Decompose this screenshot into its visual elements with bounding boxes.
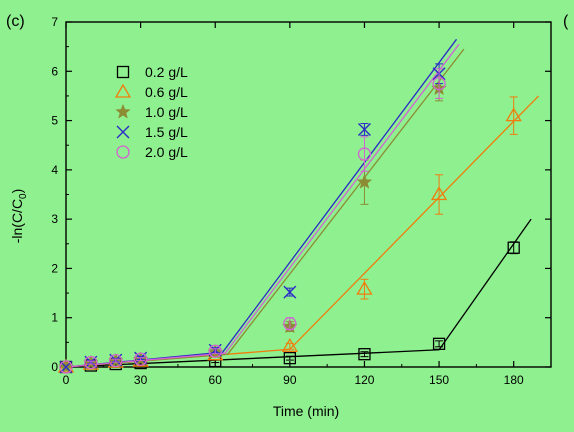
data-point [283,316,297,331]
data-point [356,173,373,189]
y-axis-label: -ln(C/C0) [9,189,29,244]
legend-marker [114,83,132,98]
x-axis-label: Time (min) [273,403,339,419]
legend-marker [115,103,131,119]
legend: 0.2 g/L 0.6 g/L 1.0 g/L 1.5 g/L 2.0 g/L [114,64,188,160]
data-point [59,360,73,374]
data-point [208,344,222,358]
data-point [507,241,520,254]
legend-marker [116,125,130,139]
legend-marker [116,65,130,79]
data-point [133,352,148,366]
legend-label: 0.2 g/L [145,64,188,80]
panel-label: (c) [6,13,25,30]
data-point [505,107,522,122]
legend-marker [116,145,130,159]
y-tick-label: 0 [51,360,58,374]
fit-line [66,43,460,367]
y-tick-label: 3 [51,212,58,226]
y-tick-label: 2 [51,261,58,275]
data-point [283,351,296,365]
data-point [109,353,123,368]
data-point [84,355,98,370]
data-point [357,122,371,136]
x-tick-label: 90 [283,373,297,387]
fit-line [66,218,532,367]
legend-label: 1.5 g/L [145,124,188,140]
x-tick-label: 120 [354,373,374,387]
legend-label: 1.0 g/L [145,104,188,120]
y-axis-label-subscript: 0 [18,193,29,199]
x-tick-label: 60 [209,373,223,387]
x-tick-label: 0 [63,373,70,387]
data-point [281,338,298,352]
x-tick-label: 150 [429,373,449,387]
fit-line [66,95,540,367]
data-point [358,348,371,361]
y-tick-label: 6 [51,64,58,78]
data-point [356,280,373,295]
y-tick-label: 7 [51,15,58,29]
plot-frame [65,21,552,368]
data-point [283,285,297,299]
x-tick-label: 30 [134,373,148,387]
data-point [430,186,448,201]
y-axis-label-main: -ln(C/C [9,199,25,243]
y-tick-label: 5 [51,114,58,128]
data-point [357,147,372,161]
y-axis-label-close: ) [9,189,25,194]
plot-area: 0 30 60 90 120 150 180 0 1 2 3 4 5 6 7 0.2 g/L 0.6 g/L 1.… [51,15,552,387]
legend-label: 2.0 g/L [145,144,188,160]
data-point [432,337,446,350]
x-tick-label: 180 [504,373,524,387]
data-point [432,76,446,91]
panel-label-cut: ( [563,13,569,30]
data-series [58,75,447,374]
y-tick-label: 4 [51,163,58,177]
data-series [59,68,446,374]
legend-label: 0.6 g/L [145,84,188,100]
y-tick-label: 1 [51,311,58,325]
